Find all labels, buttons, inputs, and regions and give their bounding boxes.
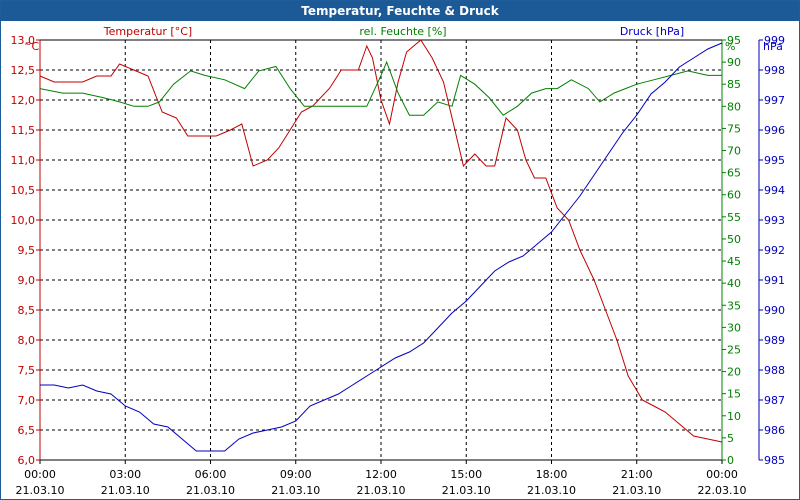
press-tick-label: 994 xyxy=(764,184,785,197)
press-tick-label: 992 xyxy=(764,244,785,257)
hum-tick-label: 10 xyxy=(727,410,741,423)
hum-tick-label: 55 xyxy=(727,211,741,224)
x-tick-date: 21.03.10 xyxy=(442,484,491,497)
x-tick-time: 15:00 xyxy=(450,468,482,481)
x-tick-time: 21:00 xyxy=(621,468,653,481)
hum-tick-label: 25 xyxy=(727,343,741,356)
hum-tick-label: 45 xyxy=(727,255,741,268)
x-tick-time: 00:00 xyxy=(24,468,56,481)
temp-tick-label: 12,0 xyxy=(11,94,36,107)
hum-unit-label: % xyxy=(725,40,735,53)
hum-tick-label: 65 xyxy=(727,167,741,180)
temp-tick-label: 13,0 xyxy=(11,34,36,47)
temp-tick-label: 8,0 xyxy=(18,334,36,347)
press-tick-label: 999 xyxy=(764,34,785,47)
temp-tick-label: 7,0 xyxy=(18,394,36,407)
press-tick-label: 988 xyxy=(764,364,785,377)
temp-tick-label: 6,5 xyxy=(18,424,36,437)
series-line-hum xyxy=(39,60,722,116)
x-tick-time: 06:00 xyxy=(195,468,227,481)
press-tick-label: 993 xyxy=(764,214,785,227)
hum-tick-label: 5 xyxy=(727,432,734,445)
chart-title: Temperatur, Feuchte & Druck xyxy=(1,1,799,21)
press-tick-label: 989 xyxy=(764,334,785,347)
temp-tick-label: 11,5 xyxy=(11,124,36,137)
x-tick-date: 21.03.10 xyxy=(101,484,150,497)
hum-tick-label: 15 xyxy=(727,388,741,401)
press-tick-label: 990 xyxy=(764,304,785,317)
x-tick-date: 21.03.10 xyxy=(527,484,576,497)
press-tick-label: 998 xyxy=(764,64,785,77)
hum-tick-label: 35 xyxy=(727,299,741,312)
hum-tick-label: 75 xyxy=(727,122,741,135)
hum-tick-label: 95 xyxy=(727,34,741,47)
press-tick-label: 995 xyxy=(764,154,785,167)
x-tick-date: 22.03.10 xyxy=(698,484,747,497)
temp-tick-label: 9,0 xyxy=(18,274,36,287)
x-tick-date: 21.03.10 xyxy=(16,484,65,497)
press-tick-label: 996 xyxy=(764,124,785,137)
legend-pressure: Druck [hPa] xyxy=(620,25,684,38)
hum-tick-label: 30 xyxy=(727,321,741,334)
hum-tick-label: 70 xyxy=(727,145,741,158)
temp-tick-label: 7,5 xyxy=(18,364,36,377)
x-tick-date: 21.03.10 xyxy=(271,484,320,497)
legend-humidity: rel. Feuchte [%] xyxy=(359,25,446,38)
x-tick-date: 21.03.10 xyxy=(612,484,661,497)
temp-tick-label: 6,0 xyxy=(18,454,36,467)
temp-tick-label: 10,0 xyxy=(11,214,36,227)
hum-tick-label: 60 xyxy=(727,189,741,202)
press-tick-label: 986 xyxy=(764,424,785,437)
temp-tick-label: 10,5 xyxy=(11,184,36,197)
hum-tick-label: 0 xyxy=(727,454,734,467)
x-tick-time: 12:00 xyxy=(365,468,397,481)
hum-tick-label: 50 xyxy=(727,233,741,246)
legend-temperature: Temperatur [°C] xyxy=(103,25,192,38)
press-tick-label: 985 xyxy=(764,454,785,467)
temp-tick-label: 8,5 xyxy=(18,304,36,317)
x-tick-time: 09:00 xyxy=(280,468,312,481)
temp-tick-label: 11,0 xyxy=(11,154,36,167)
press-unit-label: hPa xyxy=(763,40,783,53)
temp-tick-label: 12,5 xyxy=(11,64,36,77)
x-tick-date: 21.03.10 xyxy=(357,484,406,497)
hum-tick-label: 80 xyxy=(727,100,741,113)
series-line-press xyxy=(40,42,723,452)
hum-tick-label: 85 xyxy=(727,78,741,91)
series-line-temp xyxy=(39,39,723,443)
x-tick-time: 18:00 xyxy=(536,468,568,481)
x-tick-time: 00:00 xyxy=(706,468,738,481)
x-tick-date: 21.03.10 xyxy=(186,484,235,497)
press-tick-label: 997 xyxy=(764,94,785,107)
hum-tick-label: 90 xyxy=(727,56,741,69)
hum-tick-label: 40 xyxy=(727,277,741,290)
press-tick-label: 987 xyxy=(764,394,785,407)
press-tick-label: 991 xyxy=(764,274,785,287)
temp-tick-label: 9,5 xyxy=(18,244,36,257)
hum-tick-label: 20 xyxy=(727,366,741,379)
temp-unit-label: °C xyxy=(26,40,40,53)
x-tick-time: 03:00 xyxy=(109,468,141,481)
